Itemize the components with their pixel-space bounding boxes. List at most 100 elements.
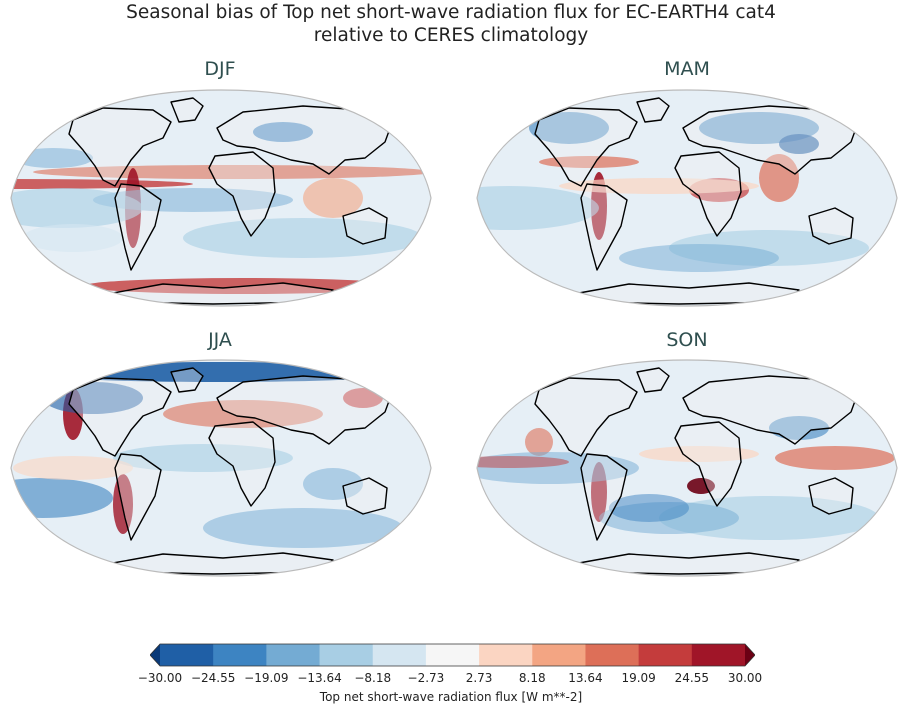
bias-patch <box>303 468 363 500</box>
coastline-samerica <box>580 453 628 541</box>
colorbar-tick-label: 24.55 <box>674 671 709 685</box>
panel-title-mam: MAM <box>664 58 710 80</box>
bias-patch <box>343 388 383 408</box>
coastline-africa <box>674 151 742 237</box>
bias-patch <box>11 478 113 518</box>
colorbar-segment <box>266 644 321 666</box>
bias-patch <box>769 416 829 440</box>
bias-patch <box>559 178 759 194</box>
bias-patch <box>11 188 143 228</box>
coastline-africa <box>674 421 742 507</box>
colorbar-segment <box>425 644 480 666</box>
coastline-eurasia <box>216 375 394 445</box>
colorbar-tick-label: −30.00 <box>137 671 183 685</box>
bias-patch <box>93 188 293 212</box>
bias-patch <box>13 456 133 480</box>
colorbar-tick-label: 19.09 <box>621 671 656 685</box>
colorbar-segment <box>691 644 746 666</box>
coastline-namerica <box>534 107 638 187</box>
colorbar-under-arrow <box>150 644 160 666</box>
bias-field <box>477 90 897 306</box>
bias-patch <box>525 428 553 456</box>
coastline-eurasia <box>682 375 860 445</box>
coastline-samerica <box>580 183 628 271</box>
coastline-greenland <box>636 97 670 123</box>
coastline-greenland <box>170 367 204 393</box>
bias-patch <box>183 218 423 258</box>
figure-subtitle: relative to CERES climatology <box>313 25 589 46</box>
colorbar-label: Top net short-wave radiation flux [W m**… <box>319 690 583 704</box>
panel-title-djf: DJF <box>204 58 236 80</box>
panel-title-jja: JJA <box>208 329 232 351</box>
bias-field <box>11 90 431 306</box>
bias-patch <box>609 494 689 522</box>
map-mam <box>469 88 902 308</box>
coastline-australia <box>342 477 388 515</box>
colorbar-segment <box>479 644 533 666</box>
bias-field <box>11 360 431 576</box>
bias-patch <box>759 154 799 202</box>
colorbar-tick-label: 8.18 <box>518 671 546 685</box>
colorbar-tick-label: 30.00 <box>727 671 763 685</box>
colorbar-tick-label: 13.64 <box>568 671 603 685</box>
map-jja-svg <box>10 359 432 577</box>
panel-title-son: SON <box>666 329 708 351</box>
bias-patch <box>779 134 819 154</box>
bias-field <box>477 360 897 576</box>
colorbar-tick-label: 2.73 <box>465 671 493 685</box>
coastline-australia <box>808 207 854 245</box>
colorbar-segment <box>213 644 267 666</box>
coastline-australia <box>342 207 388 245</box>
bias-patch <box>113 444 293 472</box>
colorbar-segment <box>638 644 693 666</box>
colorbar-segment <box>585 644 640 666</box>
colorbar-segment <box>532 644 586 666</box>
bias-patch <box>775 446 895 470</box>
bias-patch <box>303 178 363 218</box>
colorbar-tick-label: −24.55 <box>190 671 236 685</box>
bias-patch <box>23 224 123 252</box>
colorbar-tick-label: −19.09 <box>244 671 289 685</box>
figure-title: Seasonal bias of Top net short-wave radi… <box>126 2 776 23</box>
bias-patch <box>113 474 133 534</box>
bias-patch <box>619 244 779 272</box>
colorbar-segment <box>372 644 427 666</box>
colorbar-segment <box>319 644 374 666</box>
coastline-namerica <box>534 377 638 457</box>
colorbar-tick-label: −13.64 <box>297 671 342 685</box>
map-son <box>469 358 902 578</box>
bias-patch <box>477 186 599 230</box>
coastline-greenland <box>170 97 204 123</box>
bias-patch <box>253 122 313 142</box>
coastline-eurasia <box>216 105 394 175</box>
coastline-samerica <box>114 453 162 541</box>
coastline-australia <box>808 477 854 515</box>
colorbar-segment <box>160 644 214 666</box>
bias-patch <box>639 446 759 462</box>
colorbar-outline <box>150 643 755 667</box>
coastline-namerica <box>68 107 172 187</box>
colorbar-over-arrow <box>745 644 755 666</box>
coastline-namerica <box>68 377 172 457</box>
colorbar-tick-label: −2.73 <box>407 671 445 685</box>
map-border <box>476 359 898 577</box>
map-djf-svg <box>10 89 432 307</box>
map-mam-svg <box>476 89 898 307</box>
colorbar <box>150 643 755 667</box>
map-border <box>10 359 432 577</box>
bias-patch <box>203 508 403 548</box>
coastline-eurasia <box>682 105 860 175</box>
coastline-africa <box>208 151 276 237</box>
bias-patch <box>539 156 639 168</box>
coastline-samerica <box>114 183 162 271</box>
map-border <box>476 89 898 307</box>
map-jja <box>3 358 439 578</box>
bias-patch <box>13 148 93 168</box>
map-djf <box>3 88 439 308</box>
bias-patch <box>529 112 609 144</box>
map-son-svg <box>476 359 898 577</box>
bias-patch <box>163 400 323 428</box>
bias-patch <box>19 362 419 382</box>
map-border <box>10 89 432 307</box>
coastline-greenland <box>636 367 670 393</box>
